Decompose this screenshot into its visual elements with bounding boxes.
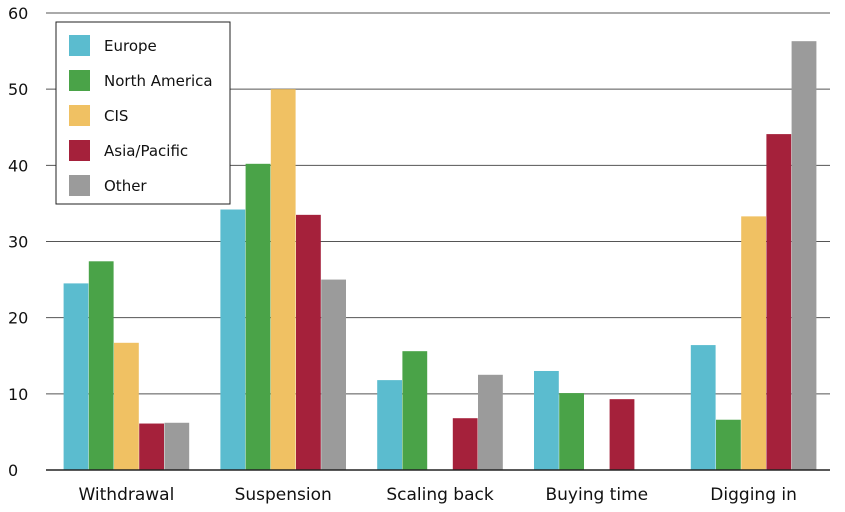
legend-label: Asia/Pacific [104,142,188,160]
bar [478,374,503,470]
legend-swatch [69,35,90,56]
y-tick-label: 10 [8,385,28,404]
y-tick-label: 0 [8,461,18,480]
bar [452,418,478,470]
bar [114,342,139,470]
bar [321,279,346,470]
bar [245,163,271,470]
x-category-label: Digging in [710,485,797,505]
x-category-label: Withdrawal [78,485,174,505]
bar [534,370,559,470]
legend-label: North America [104,72,213,90]
legend-label: Other [104,177,147,195]
y-tick-label: 30 [8,233,28,252]
legend-swatch [69,175,90,196]
legend: Europe North America CIS Asia/Pacific Other [55,21,231,205]
axes: 0 10 20 30 40 50 60 Withdrawal Suspension Scaling… [8,4,830,505]
y-tick-label: 40 [8,156,28,175]
bar [791,41,817,470]
legend-label: CIS [104,107,128,125]
bar [690,345,716,470]
bar [63,283,89,470]
x-category-label: Buying time [545,485,648,505]
bar [296,214,321,470]
bar [270,89,296,471]
legend-swatch [69,140,90,161]
legend-swatch [69,70,90,91]
bar [716,419,741,470]
bar [377,380,402,470]
bar [139,423,164,470]
legend-label: Europe [104,37,157,55]
bar [88,261,114,470]
y-tick-label: 20 [8,309,28,328]
legend-swatch [69,105,90,126]
x-category-label: Scaling back [386,485,494,505]
y-tick-label: 60 [8,4,28,23]
x-category-label: Suspension [235,485,332,505]
bar [402,351,428,470]
bar [609,399,635,470]
bar [164,422,190,470]
bar [741,216,766,470]
y-tick-label: 50 [8,80,28,99]
bar [220,209,246,470]
bar [559,393,584,470]
bar [766,134,792,471]
bars [63,41,817,471]
